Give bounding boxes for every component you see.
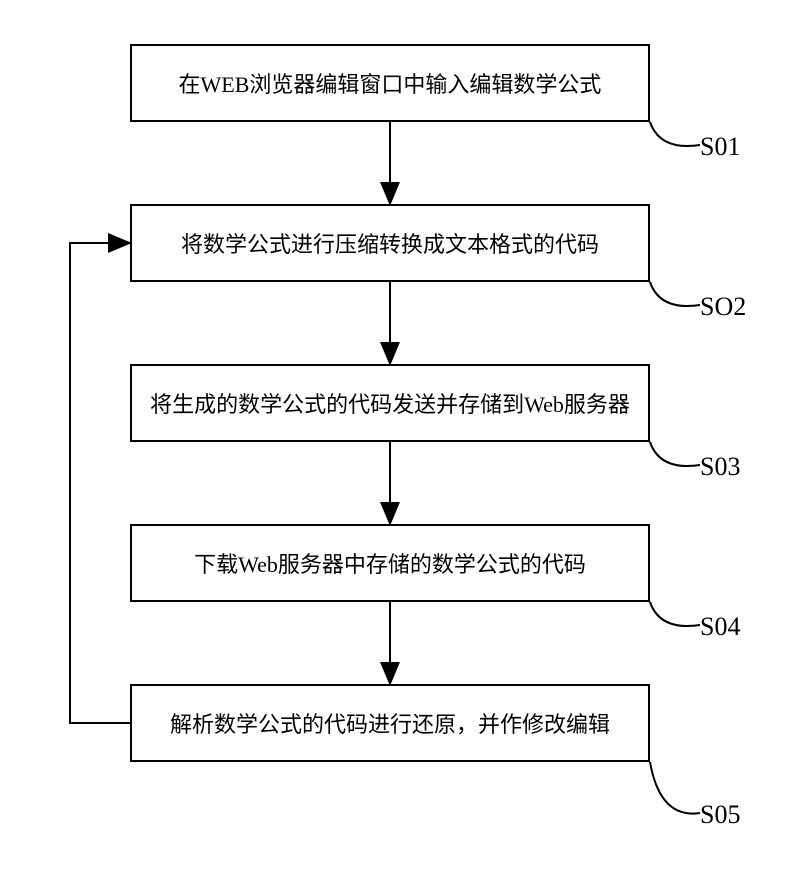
flowchart-canvas: 在WEB浏览器编辑窗口中输入编辑数学公式将数学公式进行压缩转换成文本格式的代码将… bbox=[0, 0, 800, 869]
step-label-s03: S03 bbox=[700, 452, 740, 482]
flow-node-s05: 解析数学公式的代码进行还原，并作修改编辑 bbox=[130, 684, 650, 762]
callout-s05 bbox=[650, 762, 700, 814]
flow-node-text: 将生成的数学公式的代码发送并存储到Web服务器 bbox=[150, 387, 630, 419]
flow-node-s04: 下载Web服务器中存储的数学公式的代码 bbox=[130, 524, 650, 602]
callout-s02 bbox=[650, 282, 700, 306]
step-label-s01: S01 bbox=[700, 132, 740, 162]
flow-node-text: 解析数学公式的代码进行还原，并作修改编辑 bbox=[170, 707, 610, 739]
arrow-loopback-s05-s02 bbox=[70, 243, 130, 723]
flow-node-text: 将数学公式进行压缩转换成文本格式的代码 bbox=[181, 227, 599, 259]
flow-node-s03: 将生成的数学公式的代码发送并存储到Web服务器 bbox=[130, 364, 650, 442]
step-label-s05: S05 bbox=[700, 800, 740, 830]
flow-node-s01: 在WEB浏览器编辑窗口中输入编辑数学公式 bbox=[130, 44, 650, 122]
flow-node-s02: 将数学公式进行压缩转换成文本格式的代码 bbox=[130, 204, 650, 282]
callout-s04 bbox=[650, 602, 700, 626]
step-label-s02: SO2 bbox=[700, 292, 746, 322]
step-label-s04: S04 bbox=[700, 612, 740, 642]
callout-s03 bbox=[650, 442, 700, 466]
callout-s01 bbox=[650, 122, 700, 146]
flow-node-text: 在WEB浏览器编辑窗口中输入编辑数学公式 bbox=[179, 67, 602, 99]
flow-node-text: 下载Web服务器中存储的数学公式的代码 bbox=[194, 547, 586, 579]
